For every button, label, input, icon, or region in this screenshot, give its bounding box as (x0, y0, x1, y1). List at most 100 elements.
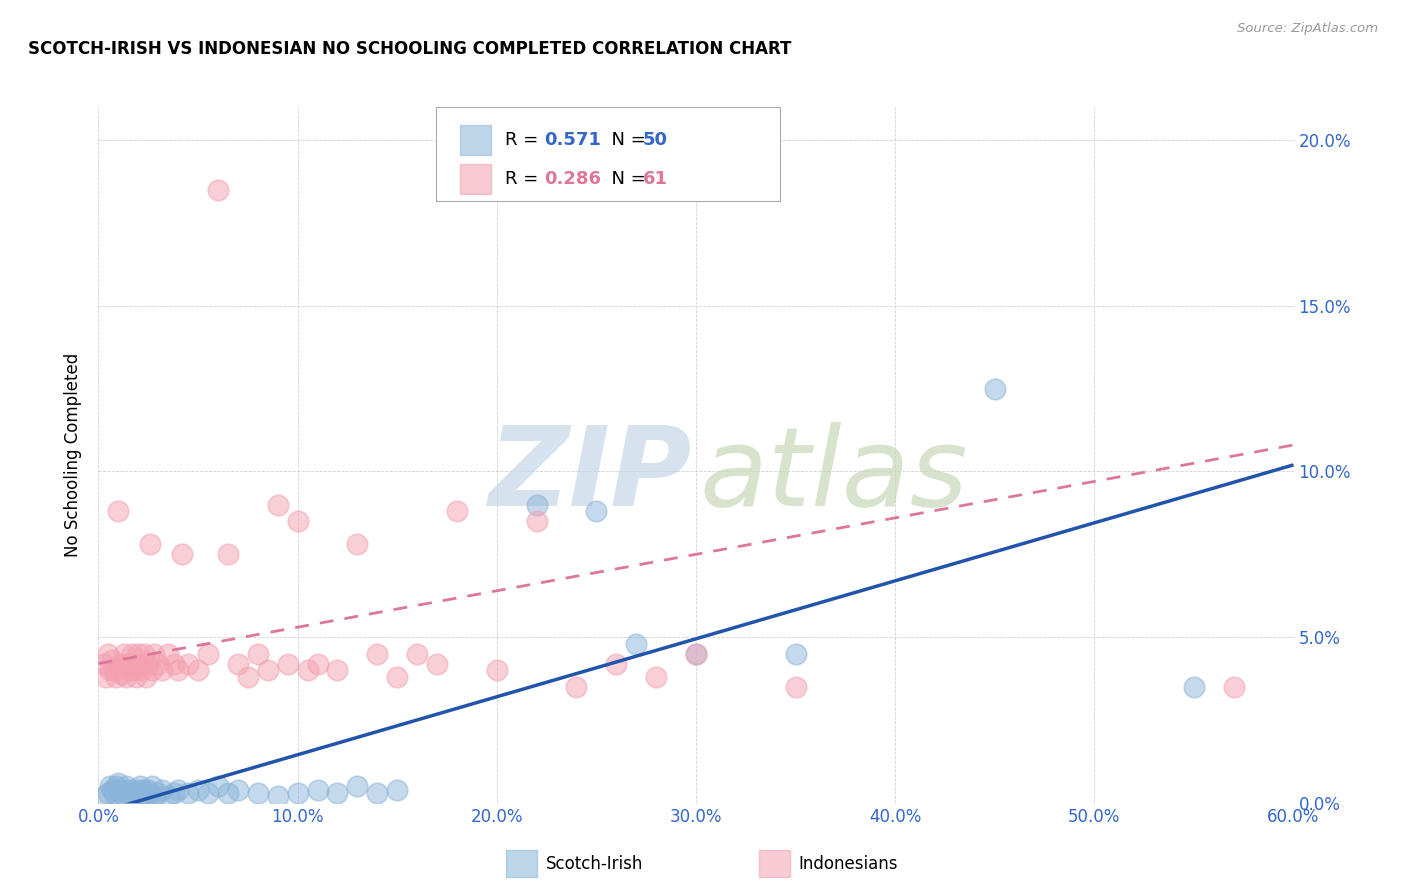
Point (127, 786, 149, 800)
Point (117, 786, 139, 800)
Point (163, 657, 186, 671)
Text: N =: N = (600, 131, 652, 149)
Point (267, 789, 290, 804)
Point (105, 670, 128, 684)
Point (143, 647, 166, 661)
Point (148, 786, 170, 800)
Point (565, 680, 588, 694)
Point (125, 670, 148, 684)
Point (585, 504, 607, 518)
Point (366, 647, 388, 661)
Point (121, 789, 143, 804)
Point (107, 776, 129, 790)
Point (135, 789, 157, 804)
Text: 61: 61 (643, 170, 668, 188)
Point (446, 504, 468, 518)
Text: Scotch-Irish: Scotch-Irish (546, 855, 643, 873)
Point (112, 647, 135, 661)
Text: 0.286: 0.286 (544, 170, 602, 188)
Point (207, 779, 229, 793)
Point (148, 657, 170, 671)
Point (134, 647, 156, 661)
Point (1223, 680, 1246, 694)
Point (177, 786, 200, 800)
Point (150, 782, 173, 797)
Point (117, 657, 139, 671)
Point (98, 779, 122, 793)
Point (226, 782, 249, 797)
Point (246, 647, 269, 661)
Point (785, 647, 807, 661)
Point (143, 789, 166, 804)
Point (526, 498, 548, 512)
Point (645, 670, 668, 684)
Point (287, 514, 309, 528)
Point (426, 657, 449, 671)
Point (385, 670, 409, 684)
Point (98, 663, 122, 677)
Point (177, 657, 200, 671)
Point (287, 786, 309, 800)
Point (110, 782, 132, 797)
Text: R =: R = (505, 170, 544, 188)
Point (526, 514, 548, 528)
Point (326, 786, 349, 800)
Point (207, 183, 229, 197)
Point (115, 670, 138, 684)
Point (626, 637, 648, 651)
Point (267, 498, 290, 512)
Point (136, 782, 159, 797)
Point (141, 663, 163, 677)
Text: SCOTCH-IRISH VS INDONESIAN NO SCHOOLING COMPLETED CORRELATION CHART: SCOTCH-IRISH VS INDONESIAN NO SCHOOLING … (28, 40, 792, 58)
Point (485, 663, 508, 677)
Point (150, 663, 173, 677)
Point (134, 786, 156, 800)
Point (297, 663, 319, 677)
Text: 0.571: 0.571 (544, 131, 600, 149)
Point (131, 782, 153, 797)
Point (984, 382, 1007, 396)
Point (406, 647, 429, 661)
Point (167, 782, 190, 797)
Point (307, 657, 329, 671)
Text: 50: 50 (643, 131, 668, 149)
Point (103, 786, 125, 800)
Point (685, 647, 707, 661)
Point (217, 786, 239, 800)
Point (135, 670, 157, 684)
Point (366, 786, 388, 800)
Point (105, 779, 128, 793)
Point (187, 663, 209, 677)
Point (97, 786, 120, 800)
Point (197, 647, 219, 661)
Point (157, 647, 180, 661)
Point (107, 504, 129, 518)
Point (112, 789, 135, 804)
Point (136, 657, 159, 671)
Point (226, 657, 249, 671)
Point (111, 666, 134, 681)
Point (129, 657, 152, 671)
Point (120, 663, 142, 677)
Point (103, 663, 125, 677)
Point (131, 663, 153, 677)
Point (125, 782, 148, 797)
Point (93, 657, 115, 671)
Point (115, 779, 138, 793)
Point (139, 537, 162, 551)
Point (307, 782, 329, 797)
Point (605, 657, 627, 671)
Text: Indonesians: Indonesians (799, 855, 898, 873)
Point (101, 653, 124, 667)
Text: N =: N = (600, 170, 652, 188)
Point (93, 789, 115, 804)
Point (217, 547, 239, 561)
Point (1182, 680, 1205, 694)
Point (96, 670, 118, 684)
Point (120, 782, 142, 797)
Point (157, 789, 180, 804)
Point (385, 782, 409, 797)
Text: atlas: atlas (700, 422, 969, 529)
Point (127, 647, 149, 661)
Point (110, 657, 132, 671)
